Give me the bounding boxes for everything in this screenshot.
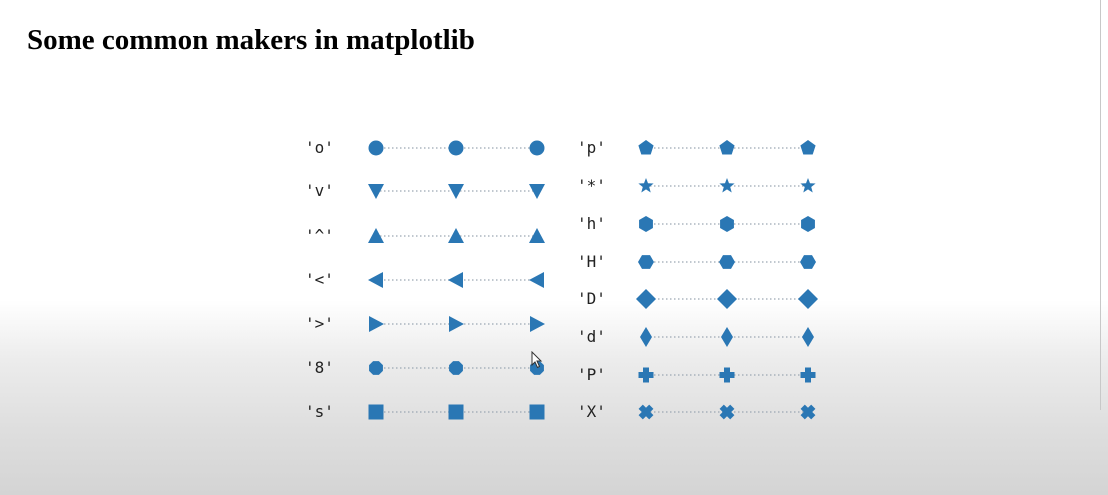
diamond-marker [717,289,737,309]
circle-marker [448,140,464,156]
triangle-down-marker [448,184,464,199]
marker-code-label: '8' [305,358,334,377]
mouse-cursor-icon [531,351,543,369]
marker-row: '*' [577,176,816,195]
marker-row: 'D' [577,289,818,309]
hexagon-horizontal-marker [719,255,735,269]
marker-row: 'p' [577,138,816,157]
marker-row: '^' [305,226,545,245]
marker-row: '>' [305,314,545,333]
hexagon-vertical-marker [639,216,653,232]
octagon-marker [369,361,383,375]
page-title: Some common makers in matplotlib [27,24,475,56]
marker-row: 'h' [577,214,815,233]
marker-code-label: '<' [305,270,334,289]
marker-code-label: 'H' [577,252,606,271]
square-marker [448,404,464,420]
hexagon-horizontal-marker [638,255,654,269]
thin-diamond-marker [640,327,652,347]
pentagon-marker [800,140,816,155]
marker-row: 'd' [577,327,814,347]
marker-row: 'o' [305,138,545,157]
star-marker [800,178,816,193]
marker-row: 'X' [577,402,816,421]
marker-code-label: 'o' [305,138,334,157]
left-marker-column: 'o' 'v' '^' '<' '>' '8' 's' [305,138,545,421]
marker-code-label: '^' [305,226,334,245]
star-marker [719,178,735,193]
plus-filled-marker [719,367,735,383]
triangle-left-marker [529,272,544,288]
marker-code-label: 'd' [577,327,606,346]
marker-row: 'H' [577,252,816,271]
marker-row: 's' [305,402,545,421]
pentagon-marker [719,140,735,155]
triangle-up-marker [368,228,384,243]
marker-row: 'v' [305,181,545,200]
hexagon-vertical-marker [720,216,734,232]
triangle-left-marker [368,272,383,288]
square-marker [529,404,545,420]
triangle-right-marker [449,316,464,332]
pentagon-marker [638,140,654,155]
marker-code-label: '>' [305,314,334,333]
right-marker-column: 'p' '*' 'h' 'H' 'D' 'd' 'P' 'X' [577,138,818,421]
circle-marker [368,140,384,156]
triangle-down-marker [368,184,384,199]
marker-code-label: 'v' [305,181,334,200]
slide-right-border [1100,0,1101,410]
marker-code-label: 'p' [577,138,606,157]
x-filled-marker [800,404,816,420]
marker-code-label: 's' [305,402,334,421]
marker-row: 'P' [577,365,816,384]
plus-filled-marker [638,367,654,383]
triangle-left-marker [448,272,463,288]
hexagon-horizontal-marker [800,255,816,269]
hexagon-vertical-marker [801,216,815,232]
triangle-down-marker [529,184,545,199]
diamond-marker [636,289,656,309]
circle-marker [529,140,545,156]
marker-code-label: 'X' [577,402,606,421]
marker-code-label: 'P' [577,365,606,384]
star-marker [638,178,654,193]
thin-diamond-marker [721,327,733,347]
triangle-right-marker [530,316,545,332]
triangle-right-marker [369,316,384,332]
x-filled-marker [719,404,735,420]
x-filled-marker [638,404,654,420]
plus-filled-marker [800,367,816,383]
triangle-up-marker [448,228,464,243]
marker-row: '<' [305,270,544,289]
marker-code-label: 'D' [577,289,606,308]
octagon-marker [449,361,463,375]
marker-row: '8' [305,358,544,377]
marker-code-label: '*' [577,176,606,195]
triangle-up-marker [529,228,545,243]
thin-diamond-marker [802,327,814,347]
marker-code-label: 'h' [577,214,606,233]
diamond-marker [798,289,818,309]
octagon-marker [530,361,544,375]
square-marker [368,404,384,420]
